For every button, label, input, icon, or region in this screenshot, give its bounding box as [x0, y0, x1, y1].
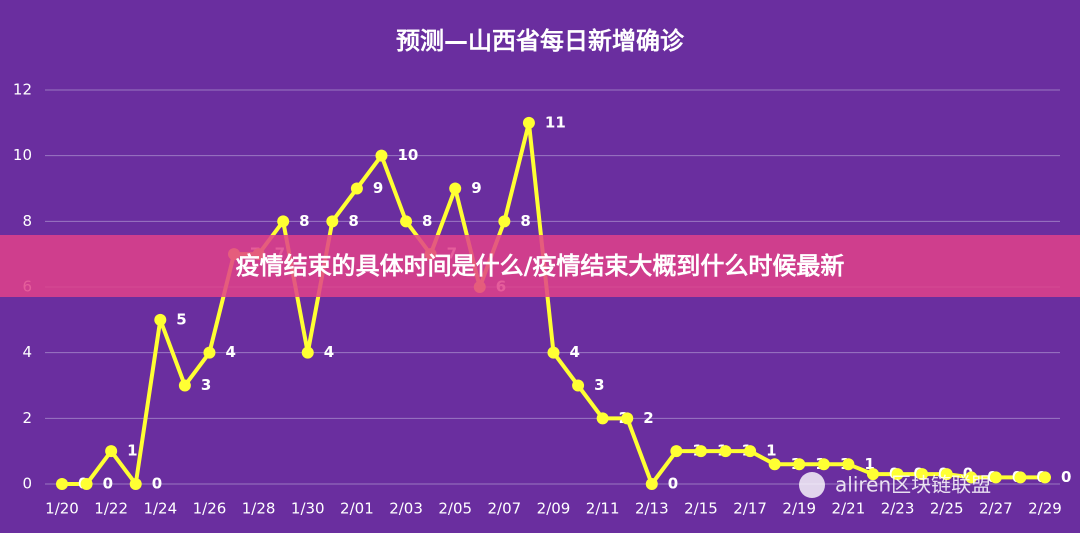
data-label: 0	[1061, 468, 1071, 486]
data-point	[350, 182, 363, 195]
data-label: 3	[594, 376, 604, 394]
data-point	[522, 116, 535, 129]
data-point	[645, 478, 658, 490]
x-tick-label: 2/21	[832, 500, 866, 518]
data-label: 9	[471, 179, 481, 197]
x-tick-label: 2/01	[340, 500, 374, 518]
data-point	[1014, 471, 1027, 484]
x-tick-label: 2/09	[537, 500, 571, 518]
data-label: 8	[299, 212, 309, 230]
x-tick-label: 2/11	[586, 500, 620, 518]
data-point	[793, 458, 806, 471]
x-tick-label: 2/13	[635, 500, 669, 518]
data-label: 9	[373, 179, 383, 197]
data-label: 4	[570, 343, 580, 361]
x-tick-label: 1/30	[291, 500, 325, 518]
data-point	[940, 468, 953, 481]
data-point	[498, 215, 511, 228]
x-tick-label: 1/24	[143, 500, 177, 518]
data-point	[596, 412, 609, 425]
data-label: 8	[348, 212, 358, 230]
data-label: 5	[176, 310, 186, 328]
data-point	[547, 346, 560, 359]
data-label: 0	[103, 475, 113, 493]
data-point	[768, 458, 781, 471]
data-point	[449, 182, 462, 195]
data-point	[375, 149, 388, 162]
data-point	[891, 468, 904, 481]
data-point	[301, 346, 314, 359]
y-tick-label: 8	[22, 212, 32, 230]
data-label: 8	[520, 212, 530, 230]
data-label: 2	[643, 409, 653, 427]
data-point	[56, 478, 68, 490]
x-tick-label: 1/22	[94, 500, 128, 518]
data-label: 1	[127, 442, 137, 460]
data-label: 10	[397, 146, 418, 164]
data-label: 1	[766, 442, 776, 460]
x-tick-label: 2/29	[1028, 500, 1062, 518]
data-point	[203, 346, 216, 359]
y-tick-label: 0	[22, 475, 32, 493]
x-tick-label: 2/25	[930, 500, 964, 518]
data-point	[965, 471, 978, 484]
watermark-icon	[799, 472, 825, 498]
watermark: aliren区块链联盟	[835, 473, 991, 497]
plot-area: 0246810121/201/221/241/261/281/302/012/0…	[13, 81, 1072, 518]
data-point	[572, 379, 585, 392]
x-tick-label: 2/27	[979, 500, 1013, 518]
data-point	[817, 458, 830, 471]
y-tick-label: 10	[13, 146, 32, 164]
x-tick-label: 2/03	[389, 500, 423, 518]
data-point	[719, 445, 732, 458]
x-tick-label: 2/17	[733, 500, 767, 518]
data-label: 3	[201, 376, 211, 394]
data-label: 4	[225, 343, 235, 361]
x-tick-label: 2/15	[684, 500, 718, 518]
data-point	[670, 445, 683, 458]
data-point	[989, 471, 1002, 484]
y-tick-label: 12	[13, 81, 32, 99]
data-label: 0	[668, 475, 678, 493]
x-tick-label: 2/05	[438, 500, 472, 518]
data-point	[744, 445, 757, 458]
data-point	[621, 412, 634, 425]
data-label: 11	[545, 113, 566, 131]
x-tick-label: 2/19	[782, 500, 816, 518]
data-label: 4	[324, 343, 334, 361]
chart-title: 预测—山西省每日新增确诊	[396, 27, 685, 55]
data-label: 8	[422, 212, 432, 230]
data-label: 0	[152, 475, 162, 493]
banner	[0, 235, 1080, 297]
banner-text: 疫情结束的具体时间是什么/疫情结束大概到什么时候最新	[236, 252, 845, 280]
data-point	[178, 379, 191, 392]
data-point	[129, 478, 142, 490]
data-point	[842, 458, 855, 471]
x-tick-label: 2/07	[488, 500, 522, 518]
y-tick-label: 4	[22, 343, 32, 361]
data-point	[154, 313, 167, 326]
data-point	[326, 215, 339, 228]
data-point	[277, 215, 290, 228]
data-point	[1039, 471, 1051, 484]
data-point	[916, 468, 929, 481]
data-point	[400, 215, 413, 228]
x-tick-label: 1/28	[242, 500, 276, 518]
data-point	[694, 445, 707, 458]
y-tick-label: 2	[22, 409, 32, 427]
data-point	[105, 445, 118, 458]
data-point	[866, 468, 879, 481]
x-tick-label: 2/23	[881, 500, 915, 518]
data-point	[80, 478, 93, 490]
x-tick-label: 1/26	[193, 500, 227, 518]
x-tick-label: 1/20	[45, 500, 79, 518]
data-label: 1	[864, 455, 874, 473]
